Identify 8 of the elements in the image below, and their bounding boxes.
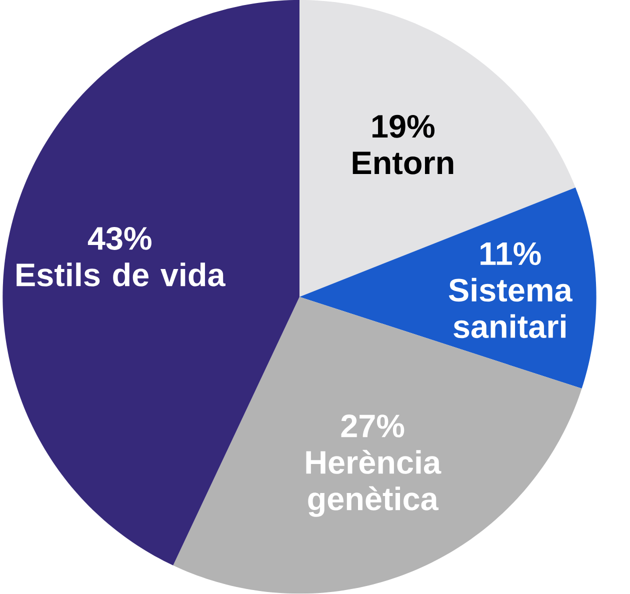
data-label: 43% — [88, 227, 152, 250]
data-label: 27% — [341, 414, 404, 438]
slice-label: Herència genètica — [306, 450, 442, 518]
data-label: 19% — [372, 115, 434, 138]
slice-label: Estils de vida — [16, 262, 226, 287]
slice-label: Sistema sanitari — [448, 278, 572, 338]
slice-label: Entorn — [352, 152, 454, 174]
data-label: 11% — [480, 242, 541, 266]
